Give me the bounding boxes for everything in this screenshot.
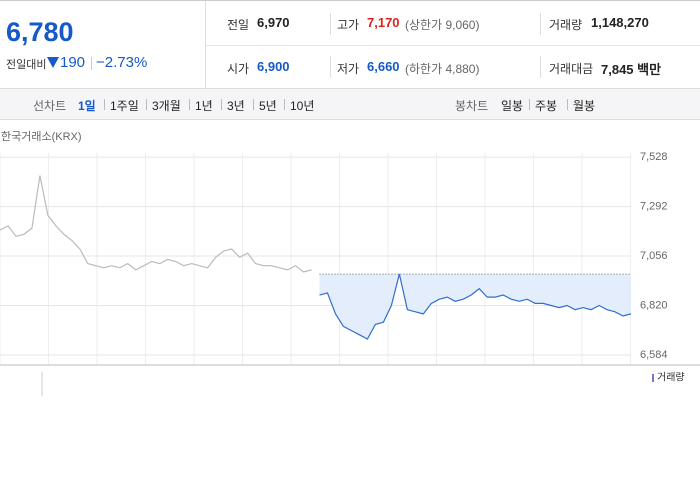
separator — [221, 99, 222, 110]
change-pct: −2.73% — [96, 54, 148, 71]
legend-swatch — [652, 374, 654, 382]
stat-value: 6,660 — [367, 59, 400, 74]
candle-button[interactable]: 월봉 — [573, 99, 596, 113]
chart: 한국거래소(KRX) 거래량 7,528 7,292 7,056 6,820 6,584 — [0, 130, 700, 396]
y-tick-label: 7,292 — [640, 201, 668, 213]
divider — [206, 45, 700, 46]
stat-label: 전일 — [227, 18, 250, 32]
stat-value: 7,845 백만 — [601, 62, 662, 77]
stat-value: 1,148,270 — [591, 15, 649, 30]
y-tick-label: 7,056 — [640, 250, 668, 262]
source-label: 한국거래소(KRX) — [1, 130, 82, 143]
stat-note: (하한가 4,880) — [405, 62, 480, 76]
stat-label: 거래대금 — [549, 62, 594, 76]
stat-note: (상한가 9,060) — [405, 18, 480, 32]
divider — [330, 56, 331, 78]
range-button[interactable]: 1주일 — [110, 99, 139, 113]
range-button[interactable]: 1일 — [78, 99, 96, 113]
separator — [146, 99, 147, 110]
toolbar-label: 선차트 — [33, 99, 67, 113]
change-label: 전일대비 — [6, 59, 47, 71]
price-line — [319, 273, 632, 340]
divider — [330, 13, 331, 35]
price: 6,780 — [6, 17, 74, 47]
stat-label: 시가 — [227, 62, 250, 76]
candle-button[interactable]: 일봉 — [501, 99, 524, 113]
y-tick-label: 6,820 — [640, 299, 668, 311]
separator — [284, 99, 285, 110]
separator — [189, 99, 190, 110]
stat-value: 7,170 — [367, 15, 400, 30]
stat-label: 고가 — [337, 18, 360, 32]
separator — [253, 99, 254, 110]
price-box: 6,780 전일대비 190 −2.73% — [0, 1, 206, 89]
quote-panel: 6,780 전일대비 190 −2.73% 전일 6,970 고가 7,170 … — [0, 0, 700, 89]
separator — [104, 99, 105, 110]
range-button[interactable]: 5년 — [259, 99, 277, 113]
stat-value: 6,900 — [257, 59, 290, 74]
y-tick-label: 6,584 — [640, 349, 668, 361]
range-button[interactable]: 10년 — [290, 99, 315, 113]
stat-label: 거래량 — [549, 18, 583, 32]
divider — [540, 56, 541, 78]
legend-label: 거래량 — [657, 372, 685, 384]
price-line — [0, 175, 312, 273]
toolbar: 선차트 봉차트 1일 1주일 3개월 1년 3년 5년 10년 일봉 주봉 월봉 — [0, 88, 700, 120]
divider — [91, 57, 92, 70]
separator — [529, 99, 530, 110]
stat-value: 6,970 — [257, 15, 290, 30]
candle-button[interactable]: 주봉 — [535, 99, 558, 113]
stat-label: 저가 — [337, 62, 360, 76]
change: 190 — [60, 54, 86, 71]
toolbar-label: 봉차트 — [455, 99, 489, 113]
divider — [540, 13, 541, 35]
down-icon — [47, 57, 59, 68]
area-fill — [319, 274, 631, 340]
separator — [567, 99, 568, 110]
range-button[interactable]: 1년 — [195, 99, 213, 113]
range-button[interactable]: 3년 — [227, 99, 245, 113]
range-button[interactable]: 3개월 — [152, 99, 181, 113]
y-tick-label: 7,528 — [640, 151, 668, 163]
